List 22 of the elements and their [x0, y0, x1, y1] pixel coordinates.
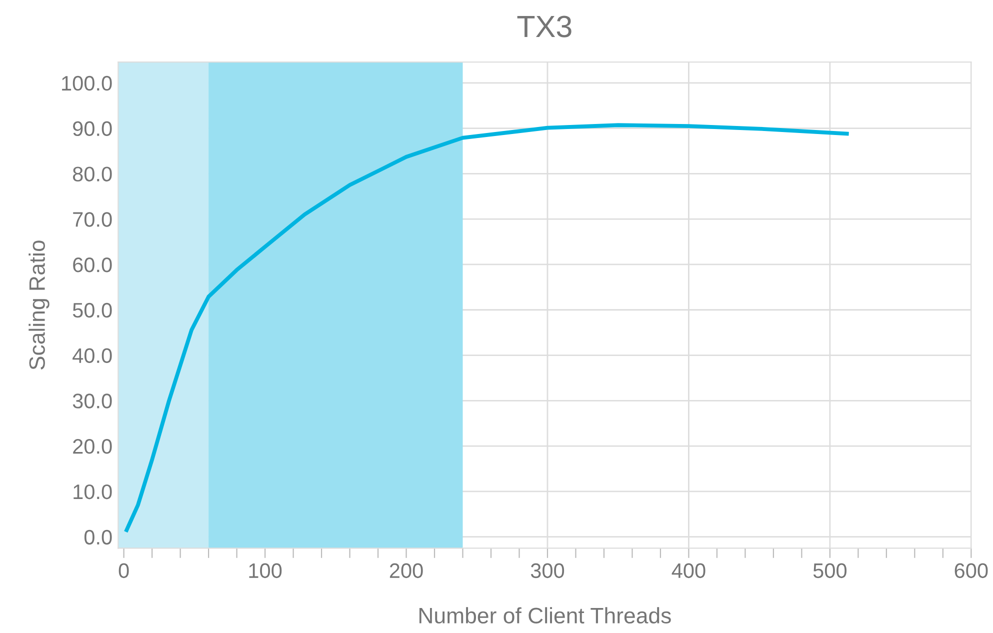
- y-tick-label: 10.0: [74, 484, 112, 500]
- y-tick-label: 70.0: [73, 212, 112, 227]
- y-tick-label: 40.0: [72, 348, 112, 364]
- x-tick-label: 200: [390, 563, 423, 578]
- y-tick-label: 50.0: [72, 302, 112, 318]
- x-tick-label: 600: [954, 563, 988, 578]
- y-axis-title: Scaling Ratio: [28, 240, 50, 370]
- y-tick-label: 100.0: [62, 76, 112, 91]
- x-tick-label: 100: [249, 563, 282, 578]
- y-tick-label: 80.0: [72, 166, 112, 182]
- x-tick-label: 300: [530, 563, 564, 578]
- chart-title: TX3: [517, 16, 572, 38]
- y-tick-label: 30.0: [72, 394, 112, 408]
- x-tick-label: 500: [813, 563, 846, 578]
- x-axis-title: Number of Client Threads: [419, 607, 671, 624]
- y-tick-label: 20.0: [73, 439, 112, 454]
- line-series: [124, 123, 849, 532]
- y-tick-label: 60.0: [73, 257, 112, 272]
- x-tick-label: 0: [118, 563, 129, 578]
- x-tick-label: 400: [672, 563, 706, 578]
- y-tick-label: 0.0: [84, 530, 112, 545]
- y-tick-label: 90.0: [73, 121, 112, 136]
